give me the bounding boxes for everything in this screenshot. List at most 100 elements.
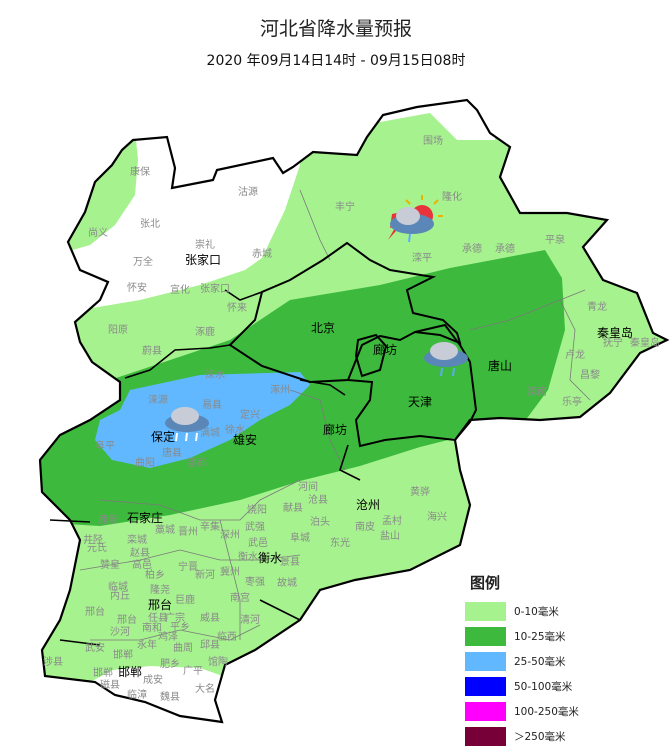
county-label: 辛集	[200, 520, 220, 533]
county-label: 丰宁	[335, 200, 355, 213]
county-label: 邯郸	[113, 648, 133, 661]
county-label: 滦平	[412, 251, 432, 264]
county-label: 清河	[240, 613, 260, 626]
county-label: 平乡	[170, 621, 190, 633]
county-label: 秦皇岛	[630, 336, 660, 349]
county-label: 怀来	[227, 302, 247, 314]
county-label: 蔚县	[142, 345, 162, 357]
county-label: 饶阳	[247, 503, 267, 516]
county-label: 崇礼	[195, 238, 215, 251]
beijing-boundary	[228, 241, 462, 384]
legend-swatch	[465, 602, 506, 621]
county-label: 海兴	[427, 510, 447, 523]
city-label: 北京	[311, 321, 335, 335]
legend-item: 100-250毫米	[462, 699, 579, 724]
legend-item: ＞250毫米	[462, 724, 579, 749]
county-label: 武安	[85, 641, 105, 654]
county-label: 馆陶	[208, 655, 228, 668]
county-label: 广宗	[165, 611, 185, 624]
city-label: 邢台	[148, 597, 172, 612]
thunderstorm-sun-icon	[388, 195, 443, 243]
legend-swatch	[465, 677, 506, 696]
county-label: 临漳	[127, 688, 147, 701]
county-label: 围场	[423, 134, 443, 147]
county-label: 沽源	[238, 185, 258, 198]
county-label: 曲阳	[135, 457, 155, 469]
province-boundary	[38, 98, 670, 724]
county-label: 深州	[220, 529, 240, 541]
county-label: 魏县	[160, 690, 180, 703]
county-label: 景县	[280, 556, 300, 568]
legend-item: 10-25毫米	[462, 624, 579, 649]
county-label: 大名	[195, 682, 215, 695]
county-label: 康保	[130, 165, 150, 178]
forecast-period: 2020 年09月14日14时 - 09月15日08时	[206, 53, 466, 69]
legend-swatch	[465, 702, 506, 721]
county-label: 承德	[495, 242, 515, 255]
county-label: 磁县	[100, 678, 120, 691]
county-label: 赞皇	[100, 558, 120, 571]
county-label: 涿鹿	[195, 325, 215, 338]
cloud-heavy-rain-icon	[165, 407, 209, 442]
legend-swatch	[465, 727, 506, 746]
city-label: 唐山	[488, 358, 512, 373]
county-label: 武强	[245, 520, 265, 533]
county-label: 盐山	[380, 529, 400, 542]
county-label: 望都	[187, 456, 207, 469]
legend-label: 25-50毫米	[514, 656, 566, 668]
county-label: 成安	[143, 673, 163, 686]
county-label: 满城	[200, 427, 220, 439]
county-label: 内丘	[110, 589, 130, 602]
langfang-enclave-boundary	[354, 333, 388, 378]
legend-label: 50-100毫米	[514, 681, 573, 693]
county-label: 赤城	[252, 248, 272, 260]
county-label: 昌黎	[580, 368, 600, 381]
city-label: 邯郸	[118, 664, 142, 679]
city-label: 廊坊	[323, 422, 347, 437]
county-label: 黄骅	[410, 485, 430, 498]
county-label: 卢龙	[565, 348, 585, 361]
city-label: 廊坊	[373, 342, 397, 357]
county-label: 永年	[137, 638, 157, 651]
legend-label: 10-25毫米	[514, 631, 566, 643]
county-label: 涿州	[270, 384, 290, 396]
city-label: 保定	[151, 429, 175, 444]
county-label: 万全	[133, 255, 153, 268]
map-title: 河北省降水量预报	[259, 18, 412, 40]
county-label: 藁城	[155, 523, 175, 536]
county-label: 河间	[298, 480, 318, 493]
county-label: 赵县	[130, 546, 150, 559]
county-label: 孟村	[382, 514, 402, 527]
city-label: 秦皇岛	[597, 325, 633, 340]
county-label: 鹿泉	[98, 513, 118, 526]
county-label: 故城	[277, 576, 297, 589]
county-label: 东光	[330, 536, 350, 549]
county-label: 元氏	[87, 542, 107, 554]
county-label: 易县	[202, 399, 222, 411]
county-label: 鸡泽	[158, 630, 178, 643]
city-boundaries	[49, 289, 361, 646]
county-label: 尚义	[88, 226, 108, 239]
city-label: 张家口	[185, 252, 221, 267]
county-label: 青龙	[587, 300, 607, 313]
city-label: 天津	[408, 395, 432, 409]
legend-item: 0-10毫米	[462, 599, 579, 624]
legend-swatch	[465, 627, 506, 646]
county-label: 涉县	[43, 655, 63, 668]
city-label: 雄安	[233, 432, 257, 447]
county-label: 晋州	[178, 526, 198, 538]
county-label: 张北	[140, 218, 160, 230]
county-label: 怀安	[127, 281, 147, 294]
county-label: 南宫	[230, 591, 250, 604]
county-label: 沙河	[110, 626, 130, 638]
city-label: 石家庄	[127, 510, 163, 525]
county-label: 邯郸	[93, 666, 113, 679]
county-label: 献县	[283, 501, 303, 514]
county-label: 南和	[142, 621, 162, 634]
city-label: 衡水	[258, 551, 282, 565]
county-label: 隆尧	[150, 583, 170, 596]
county-label: 柏乡	[145, 568, 165, 581]
legend-label: 100-250毫米	[514, 706, 579, 718]
county-label: 曲周	[173, 642, 193, 654]
county-label: 邱县	[200, 638, 220, 651]
